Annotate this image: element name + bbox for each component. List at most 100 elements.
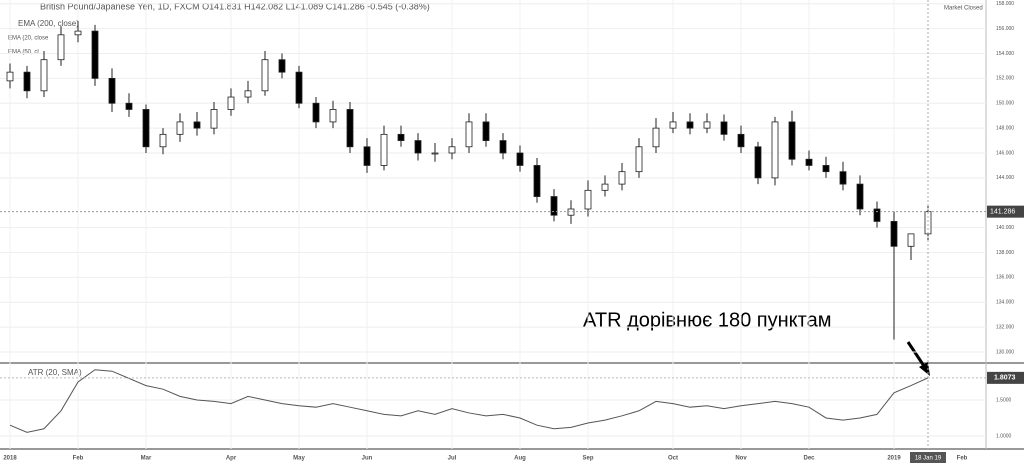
candle-body	[584, 189, 592, 210]
candle-body	[397, 133, 405, 141]
indicator-label: EMA (20, close	[8, 36, 49, 42]
y-tick-label: 134.000	[996, 300, 1014, 306]
y-tick-label: 156.000	[996, 26, 1014, 32]
candle-body	[159, 133, 167, 148]
candle-body	[601, 183, 609, 191]
y-tick-label: 132.000	[996, 324, 1014, 330]
candle-body	[295, 71, 303, 104]
market-status: Market Closed	[944, 6, 983, 12]
y-tick-label: 1.0000	[996, 433, 1012, 439]
x-tick-label: Dec	[803, 456, 815, 462]
y-tick-label: 1.5000	[996, 397, 1012, 403]
y-tick-label: 150.000	[996, 101, 1014, 107]
x-tick-label: Sep	[582, 456, 593, 462]
candle-body	[57, 34, 65, 61]
y-tick-label: 144.000	[996, 175, 1014, 181]
candle-body	[278, 59, 286, 73]
indicator-label: EMA (200, close)	[18, 19, 79, 28]
chart-title: British Pound/Japanese Yen, 1D, FXCM O14…	[40, 1, 430, 11]
candle-body	[210, 109, 218, 129]
candle-body	[822, 165, 830, 173]
candle-body	[244, 90, 252, 98]
atr-label-bg	[987, 371, 1024, 384]
x-tick-label: Feb	[73, 456, 84, 462]
candle-body	[414, 140, 422, 154]
candle-body	[482, 121, 490, 141]
annotation-arrow	[906, 341, 928, 370]
y-tick-label: 148.000	[996, 125, 1014, 131]
x-tick-label: 2018	[3, 456, 17, 462]
candle-body	[465, 121, 473, 148]
x-tick-label: Mar	[141, 456, 152, 462]
x-tick-label: Feb	[957, 456, 968, 462]
candle-body	[533, 165, 541, 197]
atr-value-label: 1.8073	[994, 375, 1016, 382]
candle-body	[788, 121, 796, 160]
candle-body	[924, 211, 932, 235]
x-tick-label: Aug	[514, 456, 526, 462]
candle-body	[686, 121, 694, 129]
x-tick-label: May	[293, 456, 305, 462]
y-tick-label: 136.000	[996, 275, 1014, 281]
atr-label: ATR (20, SMA)	[28, 368, 82, 377]
candle-body	[380, 133, 388, 166]
candle-body	[40, 59, 48, 92]
candle-body	[176, 121, 184, 135]
x-tick-label: Jun	[362, 456, 373, 462]
candle-body	[142, 109, 150, 148]
candle-body	[907, 233, 915, 247]
crosshair-label-bg	[910, 452, 946, 463]
candle-body	[23, 71, 31, 92]
candle-body	[125, 102, 133, 110]
candle-body	[839, 171, 847, 185]
candle-body	[74, 30, 82, 36]
y-tick-label: 130.000	[996, 349, 1014, 355]
candle-body	[448, 146, 456, 154]
x-tick-label: Apr	[226, 456, 237, 462]
candle-body	[91, 30, 99, 79]
candle-body	[6, 71, 14, 82]
candle-body	[873, 208, 881, 222]
candle-body	[771, 121, 779, 179]
candle-body	[754, 146, 762, 179]
candle-body	[635, 146, 643, 173]
candle-body	[227, 96, 235, 110]
annotation: ATR дорівнює 180 пунктам	[583, 309, 831, 331]
candle-body	[720, 121, 728, 135]
candle-body	[737, 133, 745, 148]
candle-body	[856, 183, 864, 210]
candle-body	[499, 140, 507, 154]
candle-body	[363, 146, 371, 166]
y-tick-label: 146.000	[996, 150, 1014, 156]
candle-body	[193, 121, 201, 129]
indicator-label: EMA (50, cl	[8, 50, 39, 56]
candle-body	[346, 109, 354, 148]
candle-body	[618, 171, 626, 185]
x-tick-label: Jul	[448, 456, 457, 462]
candle-body	[516, 152, 524, 166]
annotation-arrowhead	[919, 362, 930, 376]
x-tick-label: Nov	[735, 456, 747, 462]
candle-body	[890, 221, 898, 247]
x-tick-label: Oct	[668, 456, 678, 462]
candle-body	[108, 77, 116, 104]
x-tick-label: 18 Jan 19	[915, 456, 942, 462]
candle-body	[550, 196, 558, 216]
candle-body	[652, 127, 660, 148]
atr-line	[9, 369, 929, 433]
price-label-bg	[987, 205, 1024, 218]
y-tick-label: 140.000	[996, 225, 1014, 231]
price-label: 141.286	[990, 208, 1015, 215]
candle-body	[669, 121, 677, 129]
x-tick-label: 2019	[887, 456, 901, 462]
candle-body	[431, 152, 439, 155]
candle-body	[261, 59, 269, 92]
candle-body	[805, 158, 813, 166]
y-tick-label: 158.000	[996, 1, 1014, 7]
y-tick-label: 138.000	[996, 250, 1014, 256]
candle-body	[329, 109, 337, 123]
y-tick-label: 154.000	[996, 51, 1014, 57]
y-tick-label: 152.000	[996, 76, 1014, 82]
